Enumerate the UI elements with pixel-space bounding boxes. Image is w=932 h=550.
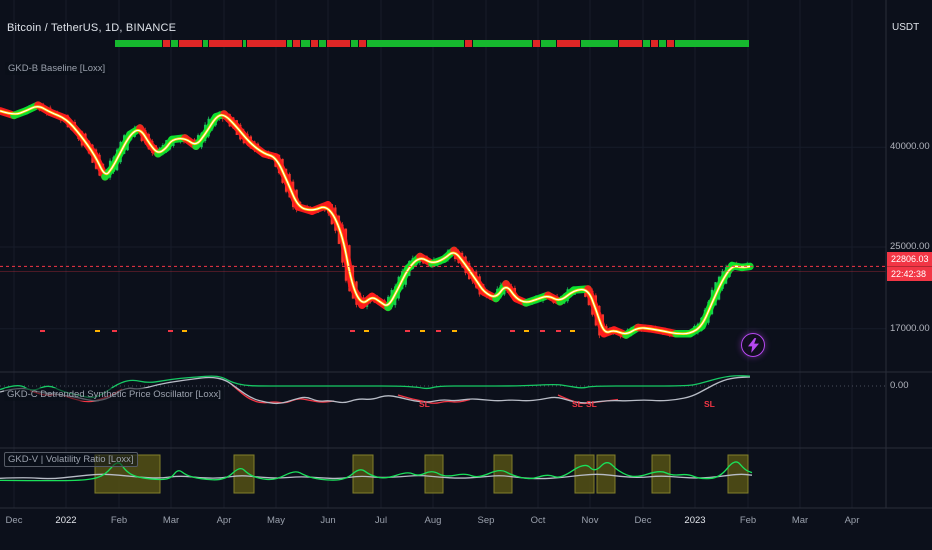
price-axis-label: 17000.00 (890, 322, 930, 334)
time-axis-label: Aug (424, 515, 442, 526)
time-axis-label: Jun (320, 515, 336, 526)
time-axis-label: 2022 (55, 515, 77, 526)
bar-countdown: 22:42:38 (887, 266, 932, 281)
time-axis-label: Mar (791, 515, 809, 526)
time-axis-label: Nov (581, 515, 599, 526)
price-axis[interactable]: USDT 0.00 22806.03 22:42:38 40000.00 2500… (886, 0, 932, 508)
last-price-value: 22806.03 (891, 254, 929, 264)
indicator-label-volatility[interactable]: GKD-V | Volatility Ratio [Loxx] (4, 452, 138, 467)
time-axis-label: Jul (374, 515, 388, 526)
time-axis[interactable]: Dec 2022 Feb Mar Apr May Jun Jul Aug Sep Oct Nov Dec… (0, 508, 932, 540)
time-axis-label: Apr (844, 515, 860, 526)
price-axis-label: 40000.00 (890, 141, 930, 153)
separators-layer (0, 0, 932, 509)
lightning-icon (747, 337, 759, 353)
time-axis-label: Feb (739, 515, 757, 526)
symbol-title[interactable]: Bitcoin / TetherUS, 1D, BINANCE (7, 22, 177, 34)
time-axis-label: Oct (530, 515, 546, 526)
grid-layer (0, 0, 886, 508)
currency-label: USDT (892, 22, 920, 33)
instant-trade-button[interactable] (741, 333, 765, 357)
time-axis-label: Dec (634, 515, 652, 526)
baseline-ribbon-layer (0, 101, 754, 339)
stop-loss-label: SL (704, 399, 715, 409)
time-axis-label: Dec (5, 515, 23, 526)
time-axis-label: May (267, 515, 285, 526)
time-axis-label: Mar (162, 515, 180, 526)
price-axis-label: 25000.00 (890, 240, 930, 252)
indicator-label-oscillator[interactable]: GKD-C Detrended Synthetic Price Oscillat… (4, 388, 224, 401)
indicator-label-baseline[interactable]: GKD-B Baseline [Loxx] (5, 62, 109, 75)
last-price-badge: 22806.03 22:42:38 (887, 252, 932, 281)
markers-layer (40, 330, 575, 332)
price-axis-zero-label: 0.00 (890, 380, 909, 391)
stop-loss-label: SL (586, 399, 597, 409)
time-axis-label: Feb (110, 515, 128, 526)
stop-loss-label: SL (572, 399, 583, 409)
price-line (0, 265, 886, 272)
signal-strip (115, 40, 749, 47)
time-axis-label: Apr (216, 515, 232, 526)
stop-loss-label: SL (419, 399, 430, 409)
time-axis-label: Sep (477, 515, 495, 526)
time-axis-label: 2023 (684, 515, 706, 526)
